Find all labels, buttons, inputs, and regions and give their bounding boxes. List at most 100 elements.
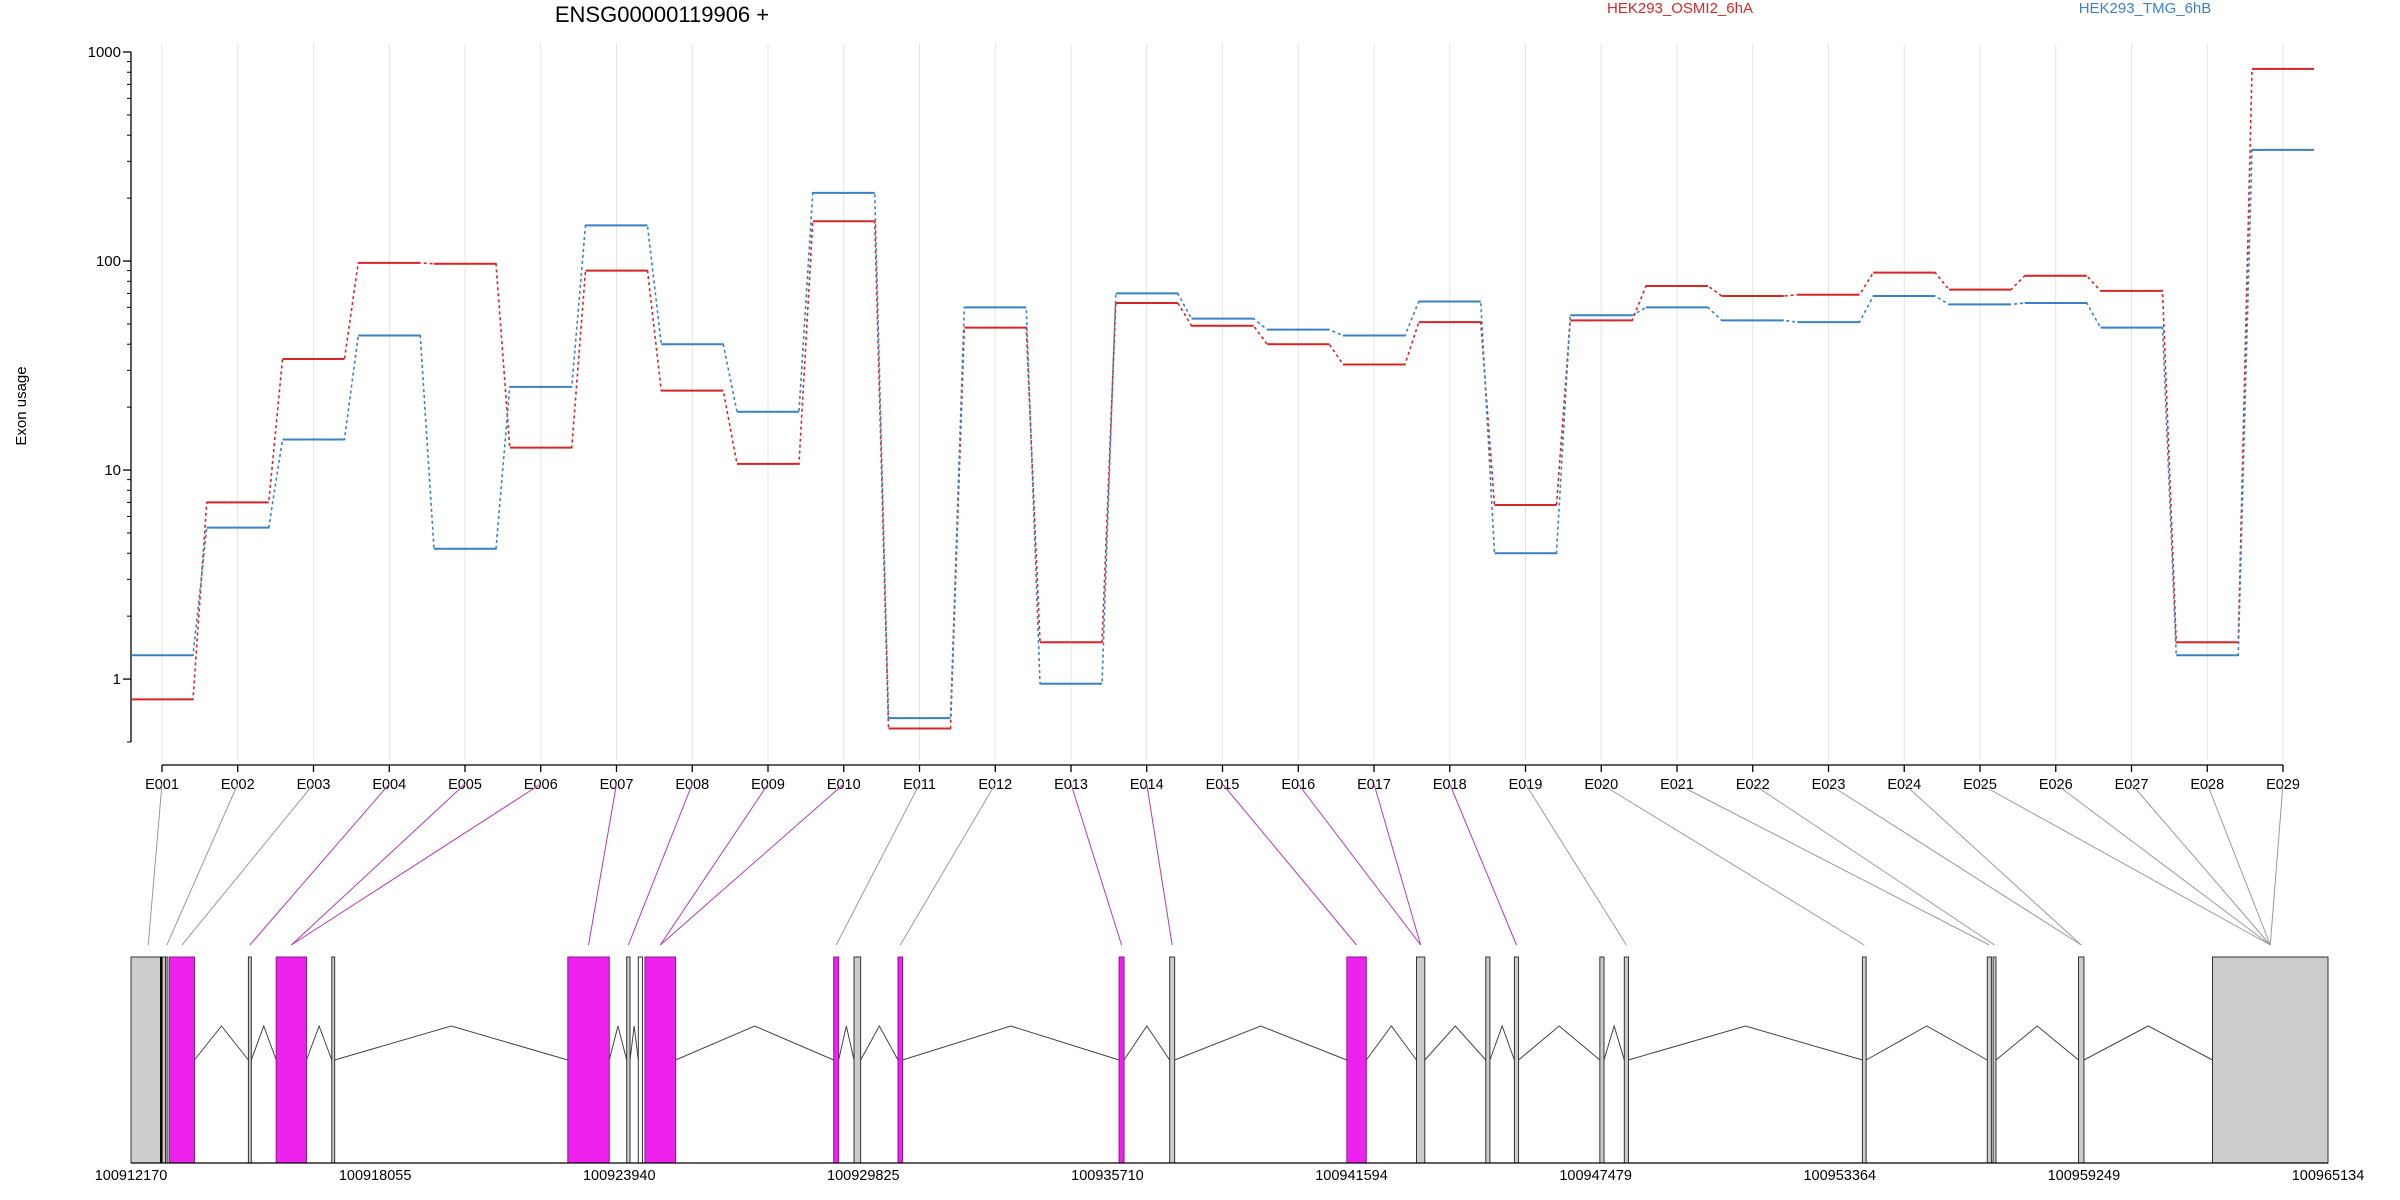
exon-block [1169, 956, 1176, 1164]
x-tick-label: E005 [448, 777, 482, 793]
connector-line [249, 783, 390, 946]
x-tick-label: E003 [297, 777, 331, 793]
x-axis: E001 E002 E003 E004 E005 E006 E007 E008 E009 E010… [145, 764, 2300, 793]
exon-block [1513, 956, 1520, 1164]
intron-line [675, 1025, 834, 1061]
exon-block [247, 956, 252, 1164]
genomic-tick-label: 100965134 [2292, 1168, 2365, 1184]
exon-block [1986, 956, 1992, 1164]
y-tick-label: 100 [96, 253, 121, 270]
y-axis-label: Exon usage [13, 366, 30, 445]
exon-block [2078, 956, 2085, 1164]
legend-series-1: HEK293_OSMI2_6hA [1607, 0, 1753, 17]
genomic-tick-label: 100959249 [2048, 1168, 2121, 1184]
genomic-tick-label: 100923940 [583, 1168, 656, 1184]
highlighted-exon-block [1118, 956, 1125, 1164]
intron-line [629, 1025, 639, 1061]
x-tick-label: E020 [1584, 777, 1618, 793]
intron-line [1603, 1024, 1625, 1061]
genomic-tick-label: 100947479 [1559, 1168, 1632, 1184]
exon-block [1992, 956, 1997, 1164]
x-tick-label: E021 [1660, 777, 1694, 793]
intron-line [334, 1025, 568, 1061]
intron-line [838, 1025, 855, 1061]
highlighted-exon-block [897, 956, 904, 1164]
series-lines [131, 67, 2314, 730]
exon-block [1623, 956, 1629, 1164]
exon-block [1485, 956, 1491, 1164]
exon-block [1599, 956, 1605, 1164]
x-tick-label: E026 [2039, 777, 2073, 793]
intron-line [1995, 1025, 2079, 1061]
highlighted-exon-block [567, 956, 610, 1164]
connector-line [291, 783, 542, 946]
connector-line [659, 783, 769, 946]
x-tick-label: E006 [524, 777, 558, 793]
exon-block [853, 956, 862, 1164]
genomic-axis: 100912170 100918055 100923940 100929825 1009… [95, 1162, 2365, 1184]
intron-line [608, 1025, 628, 1061]
connector-line [1525, 783, 1627, 946]
x-tick-label: E022 [1736, 777, 1770, 793]
x-tick-label: E023 [1812, 777, 1846, 793]
connector-line [1676, 783, 1990, 946]
series-2-line [131, 149, 2314, 719]
x-tick-label: E010 [827, 777, 861, 793]
y-tick-label: 1000 [88, 44, 121, 61]
x-tick-label: E019 [1509, 777, 1543, 793]
intron-line [1123, 1025, 1171, 1061]
genomic-tick-label: 100935710 [1071, 1168, 1144, 1184]
connector-line [627, 783, 693, 946]
highlighted-exon-block [1346, 956, 1367, 1164]
x-tick-label: E015 [1206, 777, 1240, 793]
exon-block [1861, 956, 1867, 1164]
intron-line [1628, 1025, 1863, 1061]
connector-line [2131, 783, 2271, 946]
connector-line [1146, 783, 1173, 946]
intron-line [1489, 1024, 1515, 1061]
connector-line [1222, 783, 1357, 946]
connector-line [2269, 783, 2284, 946]
connector-line [1828, 783, 2082, 946]
exon-block [626, 956, 631, 1164]
intron-line [1365, 1025, 1417, 1061]
connector-line [1979, 783, 2271, 946]
genomic-tick-label: 100953364 [1803, 1168, 1876, 1184]
x-tick-label: E009 [751, 777, 785, 793]
exon-block [165, 956, 169, 1164]
genomic-tick-label: 100941594 [1315, 1168, 1388, 1184]
intron-line [1518, 1025, 1601, 1061]
grid-lines [161, 44, 2284, 760]
connector-line [1297, 783, 1422, 946]
connector-line [290, 783, 466, 946]
highlighted-exon-block [833, 956, 840, 1164]
intron-line [250, 1024, 277, 1061]
intron-line [194, 1025, 249, 1061]
intron-line [305, 1024, 333, 1061]
connector-line [835, 783, 920, 946]
series-1-line [131, 68, 2314, 730]
intron-line [860, 1024, 899, 1061]
chart-title: ENSG00000119906 + [555, 2, 769, 27]
y-axis: 1 10 100 1000 [88, 44, 132, 743]
exon-block [637, 956, 643, 1164]
x-tick-label: E012 [978, 777, 1012, 793]
intron-line [2083, 1025, 2213, 1061]
exon-connector-lines [147, 783, 2284, 946]
exon-block [1415, 956, 1426, 1164]
exon-block [331, 956, 336, 1164]
connector-line [659, 783, 845, 946]
connector-line [181, 783, 314, 946]
legend-series-2: HEK293_TMG_6hB [2079, 0, 2212, 17]
connector-line [1752, 783, 1995, 946]
genomic-tick-label: 100929825 [827, 1168, 900, 1184]
intron-line [1424, 1025, 1487, 1061]
connector-line [1070, 783, 1123, 946]
connector-line [588, 783, 617, 946]
intron-line [902, 1025, 1120, 1061]
connector-line [2206, 783, 2271, 946]
connector-line [1449, 783, 1517, 946]
x-tick-label: E016 [1281, 777, 1315, 793]
connector-line [1373, 783, 1422, 946]
